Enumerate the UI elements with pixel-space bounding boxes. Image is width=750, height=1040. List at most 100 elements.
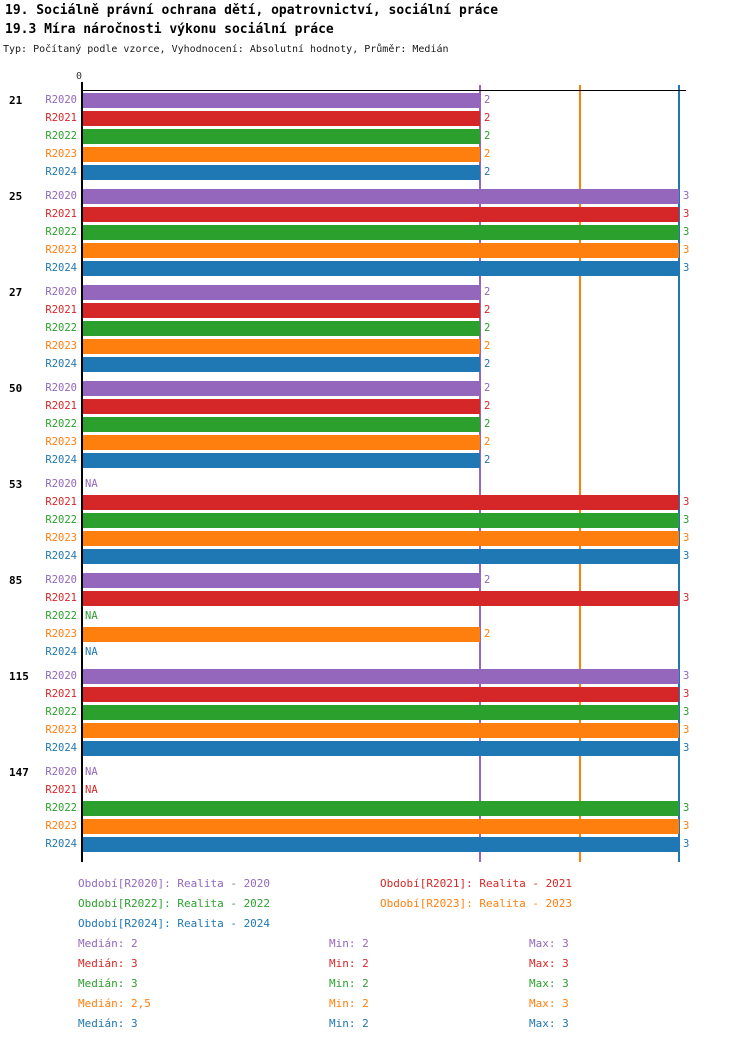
bar-R2020-85 (83, 573, 480, 588)
bar-value-label: 3 (683, 724, 690, 736)
bar-R2021-53 (83, 495, 679, 510)
page-subtitle: 19.3 Míra náročnosti výkonu sociální prá… (5, 22, 334, 37)
series-row-label: R2021 (45, 112, 77, 124)
bar-R2023-50 (83, 435, 480, 450)
bar-R2021-50 (83, 399, 480, 414)
bar-R2023-115 (83, 723, 679, 738)
series-row-label: R2024 (45, 838, 77, 850)
bar-value-label: 3 (683, 820, 690, 832)
bar-value-label: 2 (484, 574, 491, 586)
bar-value-label: 3 (683, 670, 690, 682)
stat-max-R2024: Max: 3 (529, 1017, 569, 1030)
bar-R2023-147 (83, 819, 679, 834)
bar-R2020-50 (83, 381, 480, 396)
series-row-label: R2024 (45, 454, 77, 466)
bar-value-label: 3 (683, 244, 690, 256)
chart-meta: Typ: Počítaný podle vzorce, Vyhodnocení:… (3, 44, 449, 55)
bar-value-label: 2 (484, 358, 491, 370)
bar-R2022-25 (83, 225, 679, 240)
x-axis-line (82, 90, 686, 91)
bar-R2023-27 (83, 339, 480, 354)
group-label: 25 (9, 190, 23, 203)
bar-value-label: 2 (484, 400, 491, 412)
series-row-label: R2023 (45, 436, 77, 448)
stat-min-R2020: Min: 2 (329, 937, 369, 950)
group-label: 115 (9, 670, 29, 683)
bar-value-label: 3 (683, 706, 690, 718)
group-label: 27 (9, 286, 23, 299)
series-row-label: R2023 (45, 340, 77, 352)
series-row-label: R2021 (45, 592, 77, 604)
stat-median-R2024: Medián: 3 (78, 1017, 138, 1030)
group-label: 50 (9, 382, 23, 395)
series-row-label: R2023 (45, 724, 77, 736)
stat-max-R2021: Max: 3 (529, 957, 569, 970)
series-row-label: R2020 (45, 286, 77, 298)
bar-value-label: 2 (484, 304, 491, 316)
bar-value-label: 3 (683, 496, 690, 508)
bar-R2021-85 (83, 591, 679, 606)
series-row-label: R2020 (45, 478, 77, 490)
legend-item-R2020: Období[R2020]: Realita - 2020 (78, 877, 271, 890)
legend-item-R2024: Období[R2024]: Realita - 2024 (78, 917, 271, 930)
series-row-label: R2022 (45, 418, 77, 430)
bar-value-label: 2 (484, 382, 491, 394)
stat-max-R2020: Max: 3 (529, 937, 569, 950)
bar-R2022-27 (83, 321, 480, 336)
stat-min-R2024: Min: 2 (329, 1017, 369, 1030)
series-row-label: R2020 (45, 766, 77, 778)
bar-R2024-25 (83, 261, 679, 276)
series-row-label: R2021 (45, 688, 77, 700)
series-row-label: R2021 (45, 784, 77, 796)
bar-value-label: 3 (683, 592, 690, 604)
bar-value-label: 2 (484, 454, 491, 466)
group-label: 21 (9, 94, 23, 107)
series-row-label: R2024 (45, 646, 77, 658)
bar-value-label: 2 (484, 322, 491, 334)
series-row-label: R2022 (45, 802, 77, 814)
bar-R2022-21 (83, 129, 480, 144)
bar-R2021-25 (83, 207, 679, 222)
bar-R2022-53 (83, 513, 679, 528)
stat-min-R2021: Min: 2 (329, 957, 369, 970)
series-row-label: R2024 (45, 742, 77, 754)
series-row-label: R2022 (45, 226, 77, 238)
bar-R2024-115 (83, 741, 679, 756)
legend-item-R2022: Období[R2022]: Realita - 2022 (78, 897, 271, 910)
series-row-label: R2024 (45, 262, 77, 274)
bar-R2021-27 (83, 303, 480, 318)
bar-value-label: 2 (484, 112, 491, 124)
series-row-label: R2023 (45, 820, 77, 832)
series-row-label: R2021 (45, 208, 77, 220)
bar-value-label: 2 (484, 130, 491, 142)
bar-R2023-53 (83, 531, 679, 546)
bar-R2021-115 (83, 687, 679, 702)
series-row-label: R2024 (45, 358, 77, 370)
series-row-label: R2022 (45, 610, 77, 622)
bar-value-label: 3 (683, 226, 690, 238)
series-row-label: R2021 (45, 304, 77, 316)
series-row-label: R2020 (45, 670, 77, 682)
bar-value-label: 2 (484, 340, 491, 352)
bar-R2022-50 (83, 417, 480, 432)
series-row-label: R2022 (45, 514, 77, 526)
na-label: NA (85, 784, 98, 796)
series-row-label: R2023 (45, 148, 77, 160)
bar-value-label: 3 (683, 262, 690, 274)
series-row-label: R2023 (45, 244, 77, 256)
bar-value-label: 2 (484, 628, 491, 640)
bar-R2024-21 (83, 165, 480, 180)
stat-max-R2023: Max: 3 (529, 997, 569, 1010)
bar-R2020-25 (83, 189, 679, 204)
na-label: NA (85, 610, 98, 622)
stat-median-R2023: Medián: 2,5 (78, 997, 151, 1010)
bar-value-label: 3 (683, 532, 690, 544)
stat-median-R2022: Medián: 3 (78, 977, 138, 990)
bar-R2024-147 (83, 837, 679, 852)
bar-value-label: 3 (683, 208, 690, 220)
stat-median-R2021: Medián: 3 (78, 957, 138, 970)
bar-value-label: 2 (484, 166, 491, 178)
group-label: 85 (9, 574, 23, 587)
x-axis-zero-label: 0 (76, 71, 83, 82)
bar-R2022-115 (83, 705, 679, 720)
